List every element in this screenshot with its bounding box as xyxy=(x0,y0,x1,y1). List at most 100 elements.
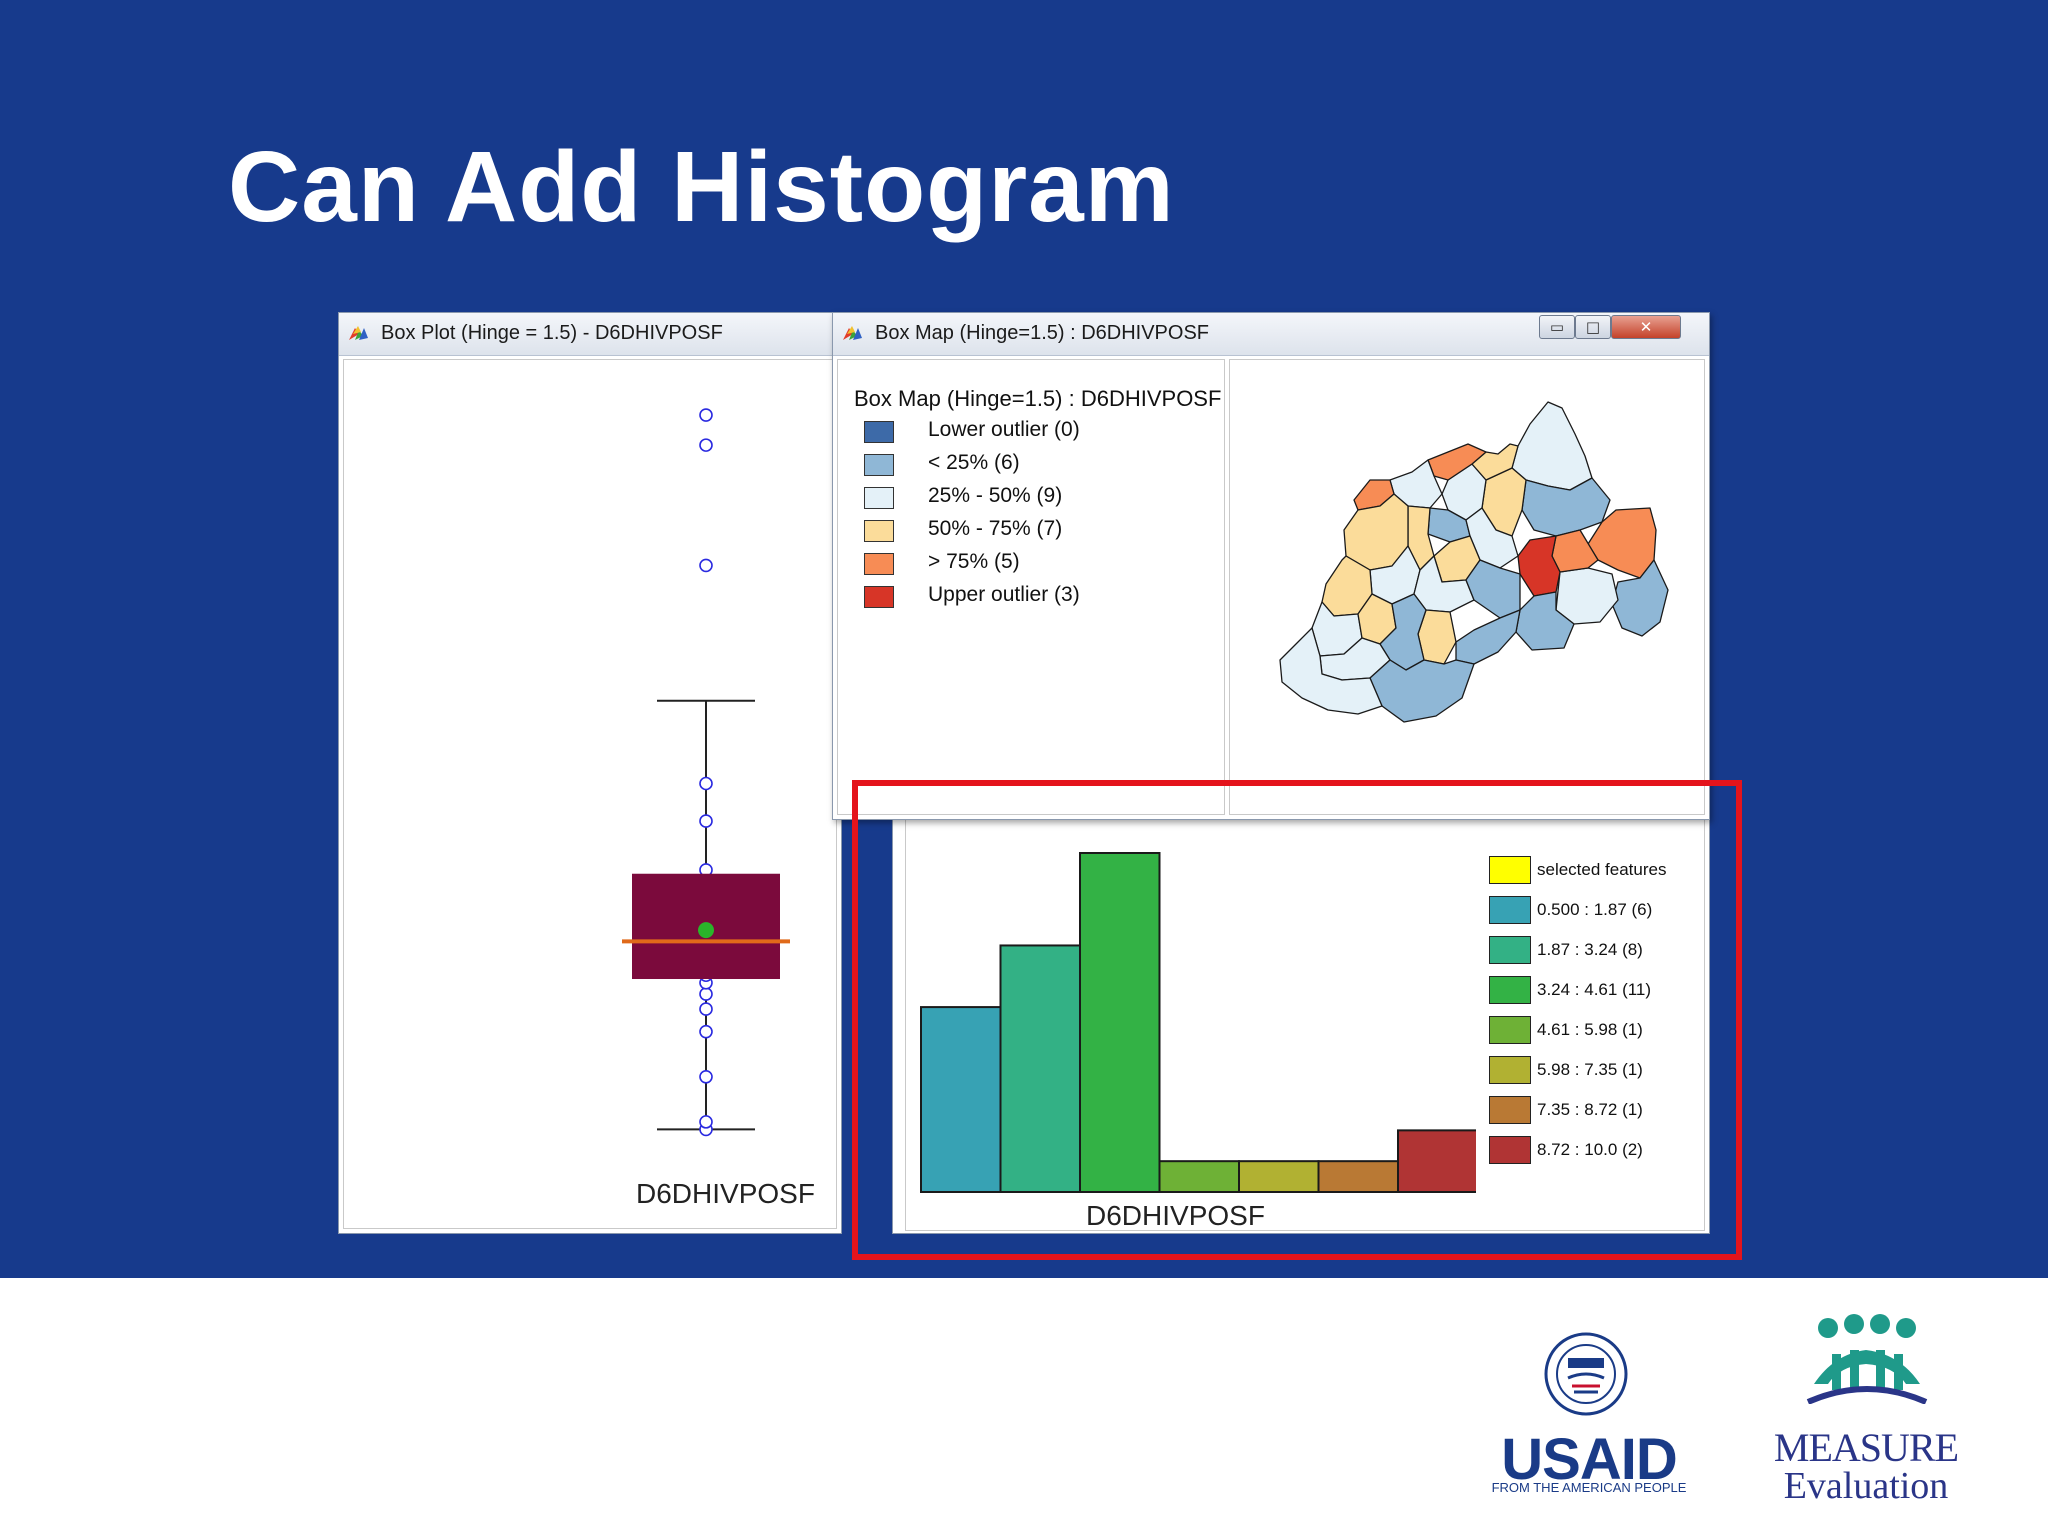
box-map-title: Box Map (Hinge=1.5) : D6DHIVPOSF xyxy=(875,322,1210,344)
box-map-titlebar[interactable]: Box Map (Hinge=1.5) : D6DHIVPOSF ▭ □ ✕ xyxy=(833,313,1709,356)
map-district xyxy=(1465,559,1521,619)
box-map-legend-item[interactable]: Upper outlier (3) xyxy=(864,583,1124,611)
box-plot-point[interactable] xyxy=(699,1115,713,1129)
legend-label: 8.72 : 10.0 (2) xyxy=(1537,1140,1643,1159)
legend-swatch xyxy=(1489,936,1531,964)
map-district xyxy=(1427,443,1487,481)
histogram-legend-item[interactable]: 0.500 : 1.87 (6) xyxy=(1489,894,1709,926)
box-plot-point[interactable] xyxy=(699,1024,713,1039)
geoda-app-icon xyxy=(349,326,368,340)
legend-label: 3.24 : 4.61 (11) xyxy=(1537,980,1652,999)
box-plot-titlebar[interactable]: Box Plot (Hinge = 1.5) - D6DHIVPOSF xyxy=(339,313,841,356)
histogram-legend-item[interactable]: 1.87 : 3.24 (8) xyxy=(1489,934,1709,966)
histogram-axis-label: D6DHIVPOSF xyxy=(1086,1200,1265,1231)
legend-swatch xyxy=(864,487,894,509)
legend-swatch xyxy=(1489,896,1531,924)
histogram-highlight-box xyxy=(852,780,1742,1260)
legend-swatch xyxy=(1489,1056,1531,1084)
histogram-chart xyxy=(920,852,1476,1194)
box-plot-point[interactable] xyxy=(699,776,713,791)
map-district xyxy=(1517,535,1561,597)
histogram-bar[interactable] xyxy=(1238,1160,1320,1194)
box-map-legend-item[interactable]: 50% - 75% (7) xyxy=(864,517,1124,545)
legend-label: < 25% (6) xyxy=(928,451,1020,474)
minimize-button[interactable]: ▭ xyxy=(1539,315,1575,339)
legend-swatch xyxy=(864,586,894,608)
box-map-legend-panel[interactable]: Box Map (Hinge=1.5) : D6DHIVPOSF Lower o… xyxy=(837,359,1225,815)
map-district xyxy=(1369,659,1475,723)
legend-label: 0.500 : 1.87 (6) xyxy=(1537,900,1653,919)
maximize-button[interactable]: □ xyxy=(1575,315,1611,339)
legend-label: 5.98 : 7.35 (1) xyxy=(1537,1060,1643,1079)
legend-swatch xyxy=(1489,976,1531,1004)
legend-swatch xyxy=(864,421,894,443)
histogram-bar[interactable] xyxy=(1158,1160,1240,1194)
legend-swatch xyxy=(864,553,894,575)
histogram-legend-item[interactable]: 5.98 : 7.35 (1) xyxy=(1489,1054,1709,1086)
legend-label: 4.61 : 5.98 (1) xyxy=(1537,1020,1643,1039)
map-district xyxy=(1511,401,1593,491)
legend-swatch xyxy=(1489,1016,1531,1044)
box-plot-point[interactable] xyxy=(699,814,713,828)
legend-label: 50% - 75% (7) xyxy=(928,517,1063,540)
geoda-app-icon xyxy=(843,326,862,340)
histogram-legend-item[interactable]: 4.61 : 5.98 (1) xyxy=(1489,1014,1709,1046)
box-plot-canvas[interactable]: D6DHIVPOSF xyxy=(343,359,837,1229)
people-group-icon xyxy=(1806,1314,1928,1404)
legend-label: Lower outlier (0) xyxy=(928,418,1080,441)
legend-swatch xyxy=(1489,856,1531,884)
histogram-legend-item[interactable]: 7.35 : 8.72 (1) xyxy=(1489,1094,1709,1126)
box-plot-point[interactable] xyxy=(699,987,713,1001)
evaluation-wordmark: Evaluation xyxy=(1783,1465,1949,1507)
histogram-bar[interactable] xyxy=(999,944,1081,1193)
histogram-legend-item[interactable]: 8.72 : 10.0 (2) xyxy=(1489,1134,1709,1166)
measure-wordmark: MEASURE xyxy=(1773,1425,1959,1470)
map-district xyxy=(1551,529,1599,573)
legend-label: 1.87 : 3.24 (8) xyxy=(1537,940,1643,959)
box-map-legend-title: Box Map (Hinge=1.5) : D6DHIVPOSF xyxy=(854,386,1222,411)
histogram-window[interactable]: D6DHIVPOSF selected features 0.500 : 1.8… xyxy=(892,800,1710,1234)
district-map xyxy=(1279,401,1669,723)
legend-swatch xyxy=(1489,1136,1531,1164)
histogram-bar[interactable] xyxy=(920,1006,1002,1193)
histogram-legend-item[interactable]: 3.24 : 4.61 (11) xyxy=(1489,974,1709,1006)
box-plot-window[interactable]: Box Plot (Hinge = 1.5) - D6DHIVPOSF D6DH… xyxy=(338,312,842,1234)
legend-label: Upper outlier (3) xyxy=(928,583,1080,606)
slide-title: Can Add Histogram xyxy=(228,131,1175,243)
box-plot-axis-label: D6DHIVPOSF xyxy=(636,1178,815,1209)
box-plot-title: Box Plot (Hinge = 1.5) - D6DHIVPOSF xyxy=(381,322,723,344)
legend-label: > 75% (5) xyxy=(928,550,1020,573)
legend-swatch xyxy=(864,520,894,542)
box-map-legend-item[interactable]: < 25% (6) xyxy=(864,451,1124,479)
map-district xyxy=(1279,627,1383,715)
usaid-wordmark: USAID xyxy=(1501,1427,1677,1492)
box-plot-chart xyxy=(622,408,790,1137)
histogram-bar[interactable] xyxy=(1397,1129,1476,1194)
box-plot-point[interactable] xyxy=(699,1002,713,1016)
measure-evaluation-logo: MEASURE Evaluation xyxy=(1766,1314,1966,1507)
histogram-legend-item[interactable]: selected features xyxy=(1489,854,1709,886)
histogram-canvas[interactable]: D6DHIVPOSF selected features 0.500 : 1.8… xyxy=(905,811,1705,1231)
usaid-seal-icon xyxy=(1544,1332,1628,1416)
box-map-legend-item[interactable]: 25% - 50% (9) xyxy=(864,484,1124,512)
box-plot-mean-marker xyxy=(698,922,714,939)
legend-label: selected features xyxy=(1537,860,1667,879)
close-button[interactable]: ✕ xyxy=(1611,315,1681,339)
map-district xyxy=(1555,567,1619,625)
map-district xyxy=(1455,609,1521,665)
box-map-legend-item[interactable]: > 75% (5) xyxy=(864,550,1124,578)
legend-swatch xyxy=(1489,1096,1531,1124)
box-plot-point[interactable] xyxy=(699,408,713,422)
legend-swatch xyxy=(864,454,894,476)
box-map-window[interactable]: Box Map (Hinge=1.5) : D6DHIVPOSF ▭ □ ✕ B… xyxy=(832,312,1710,820)
legend-label: 25% - 50% (9) xyxy=(928,484,1063,507)
box-plot-point[interactable] xyxy=(699,558,713,573)
box-plot-point[interactable] xyxy=(699,1069,713,1084)
box-map-legend-item[interactable]: Lower outlier (0) xyxy=(864,418,1124,446)
usaid-tagline: FROM THE AMERICAN PEOPLE xyxy=(1491,1480,1687,1495)
legend-label: 7.35 : 8.72 (1) xyxy=(1537,1100,1643,1119)
box-map-canvas[interactable] xyxy=(1229,359,1705,815)
histogram-bar[interactable] xyxy=(1079,852,1161,1193)
box-plot-point[interactable] xyxy=(699,438,713,452)
usaid-logo: USAID FROM THE AMERICAN PEOPLE xyxy=(1486,1330,1692,1502)
